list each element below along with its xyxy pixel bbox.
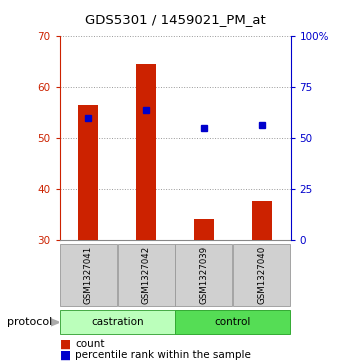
Bar [60,310,175,334]
Bar [194,219,214,240]
Bar [60,244,117,306]
Bar [136,64,156,240]
Text: GSM1327039: GSM1327039 [199,246,208,304]
Polygon shape [51,319,60,326]
Text: protocol: protocol [7,317,52,327]
Bar [78,105,98,240]
Text: control: control [215,317,251,327]
Text: percentile rank within the sample: percentile rank within the sample [75,350,251,360]
Bar [175,310,290,334]
Bar [118,244,175,306]
Text: count: count [75,339,105,349]
Text: GSM1327040: GSM1327040 [257,246,266,304]
Bar [175,244,232,306]
Text: GSM1327042: GSM1327042 [142,246,150,304]
Text: GSM1327041: GSM1327041 [84,246,93,304]
Text: GDS5301 / 1459021_PM_at: GDS5301 / 1459021_PM_at [85,13,265,26]
Bar [233,244,290,306]
Text: ■: ■ [60,348,71,362]
Text: castration: castration [91,317,144,327]
Text: ■: ■ [60,338,71,351]
Bar [252,201,272,240]
